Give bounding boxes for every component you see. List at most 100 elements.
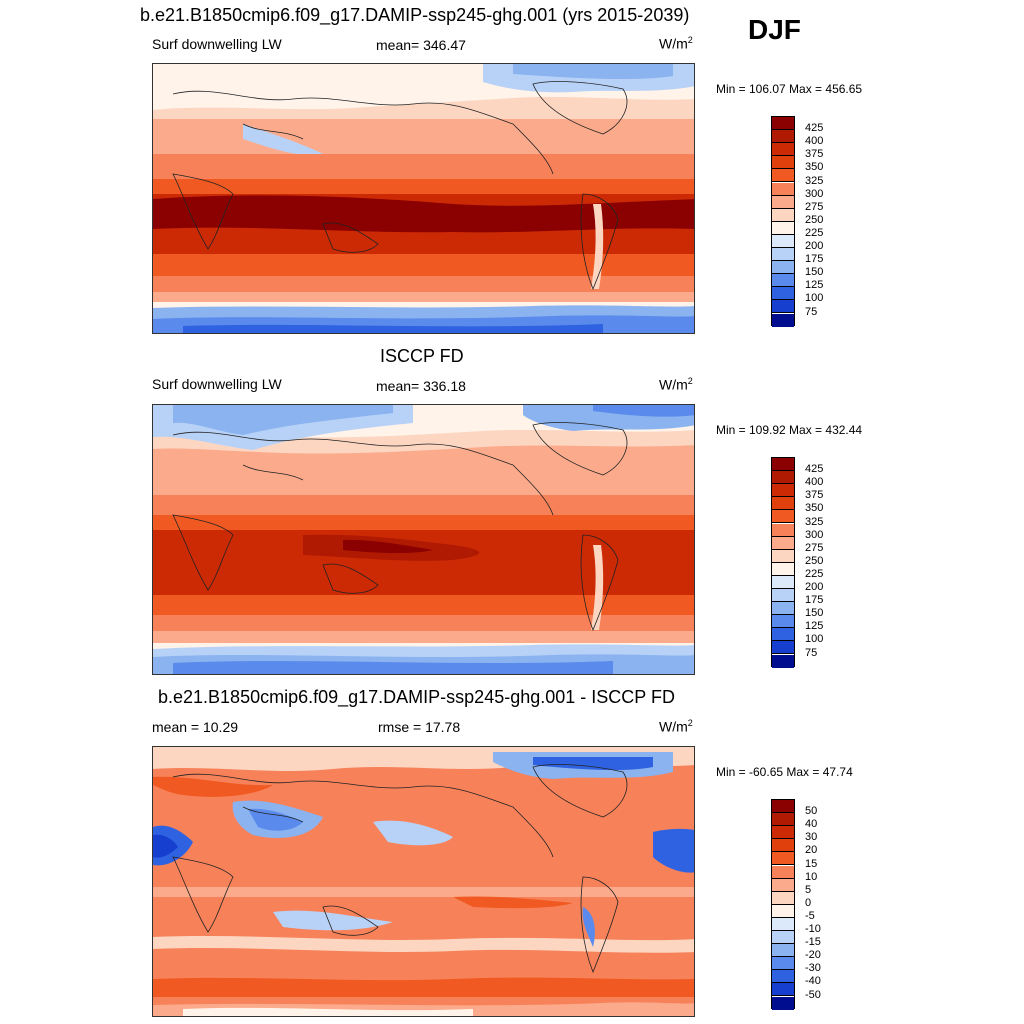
colorbar-swatch [772,261,794,275]
panel-title-obs: ISCCP FD [380,346,464,366]
colorbar-swatch [772,562,794,576]
colorbar-swatch [772,957,794,971]
colorbar-swatches-diff [771,799,795,1010]
colorbar-swatch [772,839,794,853]
colorbar-tick-label: 425 [805,463,824,476]
colorbar-tick-label: 50 [805,805,818,818]
colorbar-swatch [772,510,794,524]
colorbar-swatch [772,458,794,472]
colorbar-tick-label: 300 [805,187,824,200]
panel-mean-model: mean= 346.47 [376,37,466,53]
panel-left-label-model: Surf downwelling LW [152,36,282,52]
colorbar-tick-label: 350 [805,161,824,174]
colorbar-tick-label: 75 [805,646,818,659]
panel-mean-diff: mean = 10.29 [152,719,239,735]
colorbar-tick-label: 200 [805,240,824,252]
colorbar-tick-label: 325 [805,174,824,187]
colorbar-swatch [772,800,794,814]
map-model-field [153,64,694,333]
colorbar-tick-label: 30 [805,831,818,844]
colorbar-swatch [772,274,794,288]
colorbar-swatch [772,248,794,262]
colorbar-swatch [772,195,794,209]
colorbar-swatch [772,471,794,485]
colorbar-tick-label: 375 [805,148,824,161]
colorbar-tick-label: 75 [805,305,818,318]
colorbar-swatch [772,313,794,327]
colorbar-swatches-model [771,116,795,327]
colorbar-tick-label: -20 [805,949,821,962]
colorbar-tick-label: 400 [805,135,824,148]
panel-rmse-diff: rmse = 17.78 [378,719,461,735]
colorbar-tick-label: 350 [805,502,824,515]
colorbar-swatch [772,300,794,314]
colorbar-swatch [772,904,794,918]
colorbar-swatch [772,221,794,235]
colorbar-swatch [772,287,794,301]
map-obs [152,404,695,675]
colorbar-swatch [772,931,794,945]
colorbar-tick-label: 5 [805,883,812,896]
colorbar-tick-label: 125 [805,279,824,292]
colorbar-tick-label: 0 [805,896,812,909]
colorbar-swatch [772,917,794,931]
colorbar-tick-label: 200 [805,581,824,593]
panel-units-obs: W/m2 [659,376,693,393]
colorbar-swatches-obs [771,457,795,668]
panel-left-label-obs: Surf downwelling LW [152,376,282,392]
colorbar-tick-label: 225 [805,567,824,580]
colorbar-swatch [772,143,794,157]
colorbar-swatch [772,589,794,603]
colorbar-tick-label: -40 [805,975,821,988]
colorbar-tick-label: 250 [805,213,824,226]
colorbar-tick-label: 10 [805,870,818,883]
colorbar-swatch [772,852,794,866]
colorbar-swatch [772,878,794,892]
colorbar-swatch [772,944,794,958]
colorbar-tick-label: 250 [805,554,824,567]
colorbar-tick-label: 150 [805,607,824,620]
map-model [152,63,695,334]
season-label: DJF [748,14,801,45]
colorbar-swatch [772,983,794,997]
panel-title-diff: b.e21.B1850cmip6.f09_g17.DAMIP-ssp245-gh… [158,687,675,707]
colorbar-tick-label: 300 [805,528,824,541]
colorbar-swatch [772,117,794,131]
colorbar-tick-label: 125 [805,620,824,633]
map-diff-field [153,747,694,1016]
colorbar-swatch [772,182,794,196]
colorbar-swatch [772,641,794,655]
colorbar-tick-label: -30 [805,962,821,975]
colorbar-swatch [772,615,794,629]
panel-title-model: b.e21.B1850cmip6.f09_g17.DAMIP-ssp245-gh… [140,5,690,25]
colorbar-swatch [772,813,794,827]
colorbar-swatch [772,130,794,144]
colorbar-swatch [772,484,794,498]
colorbar-tick-label: -10 [805,923,821,935]
colorbar-tick-label: 275 [805,200,824,213]
colorbar-tick-label: 150 [805,266,824,279]
colorbar-tick-label: 15 [805,857,818,870]
colorbar-tick-label: -50 [805,988,821,1001]
minmax-diff: Min = -60.65 Max = 47.74 [716,765,853,779]
colorbar-swatch [772,169,794,183]
colorbar-swatch [772,826,794,840]
colorbar-swatch [772,602,794,616]
panel-mean-obs: mean= 336.18 [376,378,466,394]
colorbar-swatch [772,575,794,589]
colorbar-tick-label: 275 [805,541,824,554]
minmax-model: Min = 106.07 Max = 456.65 [716,82,863,96]
colorbar-swatch [772,549,794,563]
colorbar-tick-label: 175 [805,594,824,607]
colorbar-swatch [772,628,794,642]
colorbar-tick-label: 20 [805,844,818,857]
colorbar-tick-label: 100 [805,633,824,646]
colorbar-tick-label: 100 [805,292,824,305]
colorbar-swatch [772,536,794,550]
colorbar-swatch [772,970,794,984]
colorbar-tick-label: -5 [805,909,815,922]
colorbar-tick-label: 325 [805,515,824,528]
colorbar-tick-label: 40 [805,818,818,831]
colorbar-swatch [772,234,794,248]
colorbar-swatch [772,654,794,668]
